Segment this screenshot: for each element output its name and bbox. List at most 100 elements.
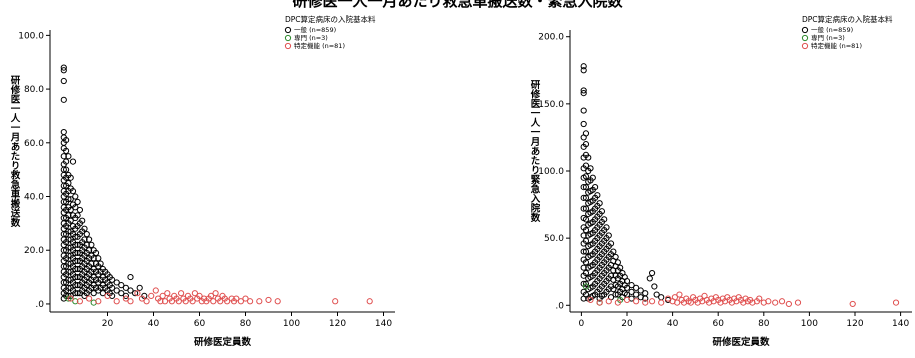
left-series-2-point [175, 298, 182, 305]
left-series-2-point [148, 292, 155, 299]
left-series-0-point [122, 292, 130, 299]
left-x-tick-label: 120 [329, 319, 346, 329]
left-y-tick-label: 80.0 [24, 85, 44, 95]
left-series-0-point [60, 67, 67, 74]
right-series-0-point [580, 63, 587, 70]
right-series-0-point [589, 174, 596, 181]
left-series-0-point [72, 193, 79, 200]
right-series-0-point [594, 192, 601, 199]
left-series-0-point [65, 284, 72, 291]
left-series-0-point [63, 166, 70, 173]
left-series-0-point [74, 257, 81, 265]
left-legend-marker-1 [284, 34, 292, 42]
left-series-0-point [136, 284, 143, 291]
right-series-0-point [582, 269, 590, 277]
left-y-axis-title: 研修医一人一月あたり救急車搬送数 [9, 75, 22, 228]
left-series-0-point [74, 241, 81, 248]
left-series-0-point [74, 273, 81, 281]
left-series-0-point [109, 284, 116, 291]
left-series-2-point [122, 295, 130, 302]
right-series-2-point [765, 298, 772, 305]
left-series-2-point [237, 298, 244, 305]
right-series-0-point [642, 290, 649, 297]
right-series-0-point [580, 67, 587, 74]
left-x-tick-label: 100 [283, 319, 300, 329]
left-series-2-point [134, 290, 141, 297]
left-legend-marker-2 [284, 42, 292, 50]
right-legend-marker-2 [801, 42, 809, 50]
right-legend-entry-1: 専門 (n=3) [811, 33, 845, 42]
left-series-2-point [86, 295, 93, 302]
left-series-0-point [67, 196, 74, 203]
right-series-0-point [633, 284, 640, 291]
left-legend-title: DPC算定病床の入院基本料 [285, 14, 376, 24]
right-y-tick-label: 200.0 [538, 33, 564, 43]
right-series-0-point [580, 248, 587, 255]
left-series-2-point [191, 290, 198, 297]
left-series-2-point [256, 298, 263, 305]
left-legend-entry-2: 特定機能 (n=81) [294, 41, 345, 50]
left-series-1-point [72, 298, 79, 305]
left-series-2-point [207, 292, 215, 299]
right-series-0-point [623, 284, 631, 291]
right-x-tick-label: 100 [801, 319, 818, 329]
left-series-0-point [88, 241, 95, 248]
right-x-axis-title: 研修医定員数 [712, 336, 770, 348]
left-series-0-point [67, 206, 74, 214]
right-series-2-point [642, 299, 649, 306]
left-series-0-point [72, 204, 79, 211]
left-series-0-point [118, 290, 125, 297]
right-series-0-point [580, 232, 587, 239]
right-series-0-point [582, 226, 590, 234]
left-series-2-point [138, 295, 146, 302]
left-series-0-point [74, 282, 81, 289]
right-legend-marker-1 [801, 34, 809, 42]
right-series-0-point [612, 253, 619, 261]
right-series-0-point [591, 184, 599, 191]
right-series-0-point [628, 282, 635, 289]
right-series-0-point [607, 240, 615, 247]
left-series-2-point [168, 298, 175, 305]
right-series-2-point [623, 296, 631, 304]
right-series-2-point [587, 296, 594, 304]
left-series-0-point [67, 217, 74, 224]
left-legend-marker-0 [284, 26, 292, 34]
right-series-0-point [582, 194, 590, 201]
right-series-0-point [614, 259, 621, 266]
left-series-0-point [83, 231, 90, 238]
right-series-0-point [580, 184, 587, 191]
left-series-0-point [76, 206, 84, 214]
left-series-0-point [118, 282, 125, 289]
left-series-0-point [69, 158, 77, 165]
left-series-0-point [74, 212, 81, 219]
right-series-2-point [778, 298, 786, 305]
right-series-1-point [582, 283, 590, 290]
right-series-0-point [580, 205, 587, 212]
right-legend-entry-0: 一般 (n=859) [811, 25, 853, 34]
left-series-0-point [95, 255, 102, 262]
left-series-0-point [72, 273, 79, 281]
left-series-0-point [65, 179, 72, 187]
left-legend-entry-1: 専門 (n=3) [294, 33, 328, 42]
right-x-tick-label: 0 [579, 319, 585, 329]
left-legend-entry-0: 一般 (n=859) [294, 25, 336, 34]
left-series-0-point [86, 236, 93, 243]
right-series-0-point [582, 259, 590, 266]
right-series-2-point [664, 295, 672, 302]
left-series-0-point [92, 249, 100, 257]
left-x-tick-label: 40 [148, 319, 160, 329]
right-series-2-point [892, 299, 900, 306]
right-series-0-point [637, 287, 644, 294]
left-series-0-point [86, 247, 93, 254]
left-series-2-point [265, 296, 272, 304]
right-series-0-point [610, 248, 617, 255]
left-series-0-point [63, 158, 70, 165]
right-series-0-point [580, 264, 587, 271]
left-series-0-point [72, 249, 79, 257]
right-y-axis-title: 研修医一人一月あたり緊急入院数 [529, 80, 542, 223]
left-series-0-point [65, 236, 72, 243]
left-series-0-point [81, 236, 88, 243]
right-legend-title: DPC算定病床の入院基本料 [802, 14, 893, 24]
left-series-2-point [217, 298, 224, 305]
right-series-0-point [585, 154, 592, 161]
